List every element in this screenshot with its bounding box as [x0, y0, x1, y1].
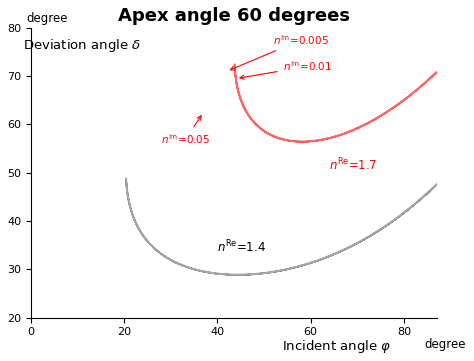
Text: $n^{\mathrm{Re}}$=1.7: $n^{\mathrm{Re}}$=1.7	[329, 157, 377, 173]
Text: degree: degree	[27, 12, 68, 25]
Text: degree: degree	[424, 338, 466, 351]
Text: $n^{\mathrm{Re}}$=1.4: $n^{\mathrm{Re}}$=1.4	[218, 239, 266, 256]
Text: Incident angle $\varphi$: Incident angle $\varphi$	[283, 338, 392, 355]
Text: Deviation angle $\delta$: Deviation angle $\delta$	[23, 36, 141, 53]
Text: $n^{\mathrm{Im}}$=0.01: $n^{\mathrm{Im}}$=0.01	[240, 60, 332, 79]
Text: $n^{\mathrm{Im}}$=0.05: $n^{\mathrm{Im}}$=0.05	[161, 116, 210, 146]
Title: Apex angle 60 degrees: Apex angle 60 degrees	[118, 7, 350, 25]
Text: $n^{\mathrm{Im}}$=0.005: $n^{\mathrm{Im}}$=0.005	[230, 33, 329, 70]
